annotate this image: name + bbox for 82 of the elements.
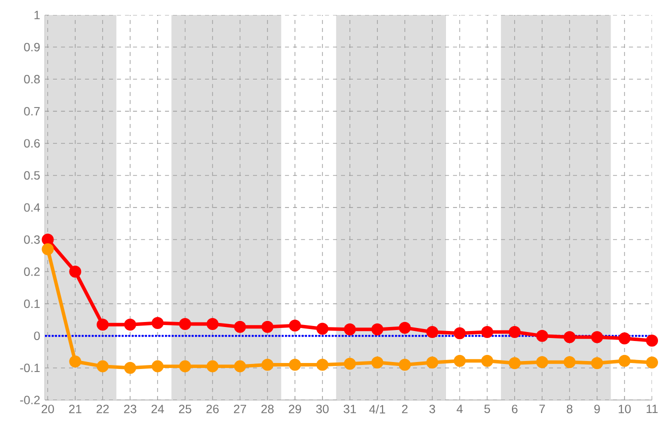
y-tick-label: 0.9 (24, 42, 40, 52)
point (261, 358, 274, 371)
point (398, 322, 411, 334)
point (454, 327, 466, 340)
x-tick-label: 4 (456, 404, 463, 413)
point (344, 323, 356, 336)
x-tick-label: 29 (288, 404, 302, 414)
point (536, 356, 548, 368)
point (179, 318, 192, 330)
x-tick-label: 20 (42, 404, 54, 414)
point (316, 322, 328, 335)
x-tick-label: 4/1 (369, 404, 386, 414)
y-tick-label: -0.2 (20, 396, 40, 404)
y-tick-label: 0 (34, 332, 40, 340)
point (646, 356, 658, 368)
point (591, 357, 604, 370)
x-tick-label: 3 (429, 404, 436, 414)
point (591, 331, 604, 344)
point (206, 318, 219, 330)
x-tick-label: 24 (152, 404, 164, 414)
point (234, 320, 246, 333)
point (564, 356, 576, 368)
point (508, 326, 521, 338)
y-tick-label: 0.7 (24, 106, 40, 116)
point (288, 358, 301, 371)
point (646, 334, 658, 347)
x-tick-label: 31 (344, 404, 356, 414)
point (206, 360, 219, 372)
x-tick-label: 11 (646, 404, 658, 413)
point (96, 318, 109, 331)
y-tick-label: 0.5 (24, 171, 40, 180)
x-tick-label: 2 (402, 404, 408, 414)
x-tick-label: 22 (96, 404, 109, 414)
x-tick-label: 10 (618, 404, 631, 414)
point (481, 326, 494, 338)
y-tick-label: 1 (34, 10, 40, 20)
point (618, 332, 631, 344)
point (288, 320, 301, 332)
y-tick-label: 0.2 (24, 267, 40, 276)
x-tick-label: 7 (539, 404, 545, 413)
point (426, 326, 438, 338)
point (69, 356, 82, 368)
point (426, 356, 438, 368)
x-tick-label: 8 (566, 404, 572, 414)
y-tick-label: -0.1 (20, 364, 40, 372)
point (481, 354, 494, 367)
point (371, 323, 384, 336)
x-tick-label: 26 (206, 404, 219, 414)
point (344, 358, 356, 370)
point (371, 356, 384, 368)
point (124, 362, 136, 374)
point (261, 320, 274, 333)
x-tick-label: 30 (316, 404, 329, 414)
y-tick-label: 0.6 (24, 139, 40, 148)
x-tick-label: 6 (512, 404, 518, 414)
x-tick-label: 23 (124, 404, 136, 414)
point (152, 360, 164, 372)
point (398, 358, 411, 371)
y-tick-label: 0.3 (24, 235, 40, 244)
point (454, 354, 466, 367)
y-tick-label: 0.8 (24, 74, 40, 84)
point (508, 357, 521, 370)
point (96, 360, 109, 372)
point (316, 358, 328, 371)
point (179, 360, 192, 372)
point (124, 318, 136, 331)
point (536, 330, 548, 342)
point (42, 234, 54, 246)
y-tick-label: 0.4 (24, 203, 40, 212)
x-tick-label: 5 (484, 404, 490, 414)
x-tick-label: 21 (69, 404, 82, 414)
x-tick-label: 28 (261, 404, 274, 414)
point (618, 354, 631, 367)
point (234, 360, 246, 372)
point (69, 266, 82, 278)
x-tick-label: 25 (179, 404, 192, 414)
point (152, 317, 164, 329)
point (42, 243, 54, 256)
x-tick-label: 27 (234, 404, 246, 414)
y-tick-label: 0.1 (24, 299, 40, 308)
point (564, 331, 576, 344)
x-tick-label: 9 (594, 404, 600, 414)
